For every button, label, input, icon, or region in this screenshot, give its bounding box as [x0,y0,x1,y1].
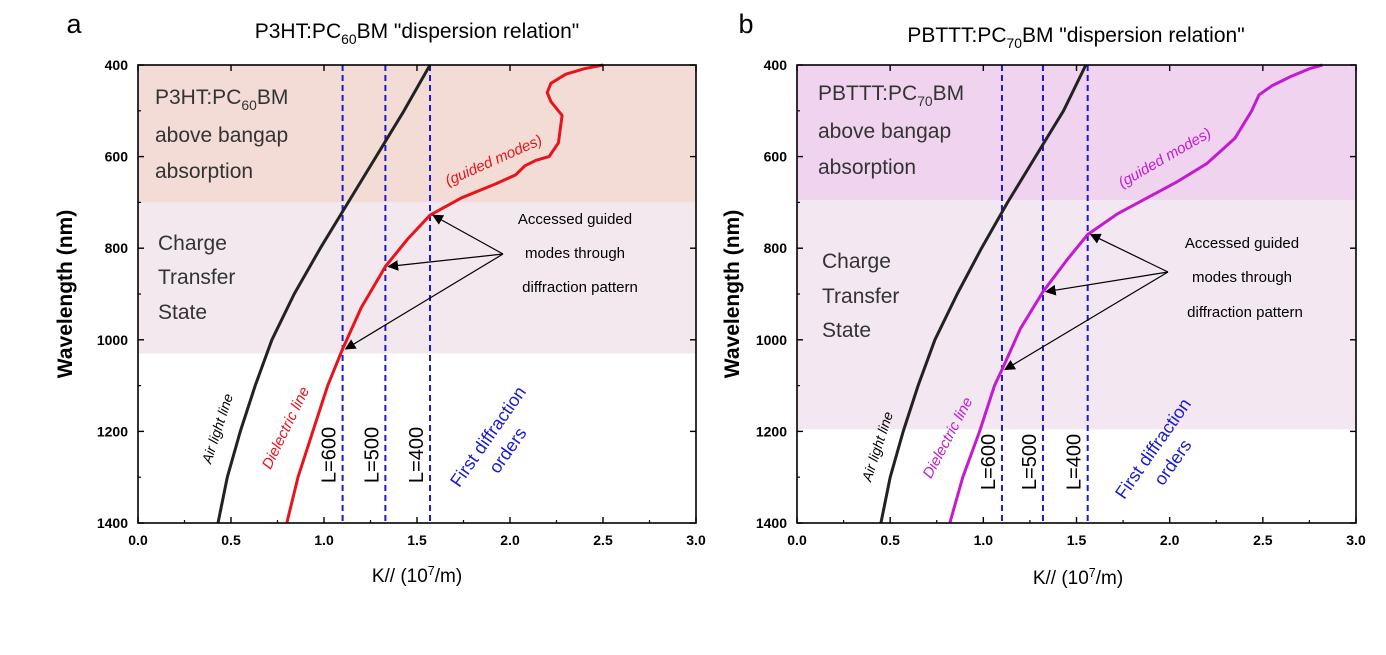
y-tick-label: 400 [105,57,129,73]
x-axis-label: K// (107/m) [1033,566,1123,589]
diffraction-order-label: L=400 [1064,434,1086,490]
accessed-mode-arrow [387,253,504,271]
region-band-2 [797,200,1356,430]
region-label: Transfer [822,285,899,308]
chart-panel-b: PBTTT:PC70BM above bangap absorption Charge… [721,9,1366,589]
y-tick-label: 1200 [756,423,787,439]
accessed-modes-annotation: Accessed guided [518,211,632,228]
air-light-line-series [879,64,1088,524]
accessed-mode-arrow [344,253,504,350]
x-tick-label: 3.0 [1346,532,1366,548]
accessed-modes-annotation: modes through [1192,269,1292,286]
region-label: PBTTT:PC70BM [818,82,964,109]
chart-title: PBTTT:PC70BM "dispersion relation" [907,24,1244,51]
x-axis-label: K// (107/m) [372,564,462,587]
y-tick-label: 1000 [97,332,128,348]
y-tick-label: 600 [764,149,788,165]
region-label: above bangap [155,124,288,147]
panel-letter: b [738,9,753,39]
accessed-modes-annotation: Accessed guided [1185,235,1299,252]
region-label: above bangap [818,120,951,143]
x-tick-label: 1.0 [974,532,994,548]
y-tick-label: 1400 [756,515,787,531]
air-light-line-series [216,64,432,524]
x-tick-label: 2.0 [500,532,520,548]
panel-letter: a [66,9,82,39]
x-tick-label: 3.0 [686,532,706,548]
accessed-modes-annotation: modes through [525,245,625,262]
diffraction-order-label: L=400 [406,427,428,483]
dielectric-line-series [285,63,604,524]
first-diffraction-label: First diffractionorders [446,383,550,505]
x-tick-label: 2.5 [593,532,613,548]
x-tick-label: 0.0 [128,532,148,548]
dielectric-line-series [948,63,1323,524]
diffraction-order-label: L=600 [978,434,1000,490]
diffraction-order-label: L=500 [1019,434,1041,490]
region-label: Charge [822,250,891,273]
y-axis-label: Wavelength (nm) [54,210,77,378]
air-light-line-label: Air light line [198,391,236,466]
accessed-modes-annotation: diffraction pattern [522,279,638,296]
accessed-mode-arrow [432,214,504,255]
x-tick-label: 0.0 [787,532,807,548]
x-tick-label: 0.5 [221,532,241,548]
region-label: Transfer [158,266,235,289]
y-axis-label: Wavelength (nm) [721,210,744,378]
region-label: State [822,319,871,342]
x-tick-label: 1.5 [1067,532,1087,548]
accessed-modes-annotation: diffraction pattern [1187,304,1303,321]
accessed-mode-arrow [1004,271,1169,371]
x-tick-label: 2.5 [1253,532,1273,548]
x-tick-label: 1.5 [407,532,427,548]
x-tick-label: 2.0 [1160,532,1180,548]
x-tick-label: 1.0 [314,532,334,548]
x-tick-label: 0.5 [880,532,900,548]
y-tick-label: 400 [764,57,788,73]
accessed-mode-arrow [1089,233,1169,273]
accessed-mode-arrow [1044,271,1169,296]
region-label: Charge [158,232,227,255]
y-tick-label: 1200 [97,423,128,439]
y-tick-label: 1400 [97,515,128,531]
diffraction-order-label: L=500 [361,427,383,483]
y-tick-label: 1000 [756,332,787,348]
region-label: absorption [155,160,253,183]
chart-panel-a: P3HT:PC60BM above bangap absorption Charge T… [54,9,706,587]
chart-title: P3HT:PC60BM "dispersion relation" [255,20,580,47]
region-label: absorption [818,156,916,179]
diffraction-order-label: L=600 [319,427,341,483]
y-tick-label: 600 [105,149,129,165]
y-tick-label: 800 [764,240,788,256]
region-label: P3HT:PC60BM [155,86,288,113]
region-label: State [158,301,207,324]
y-tick-label: 800 [105,240,129,256]
